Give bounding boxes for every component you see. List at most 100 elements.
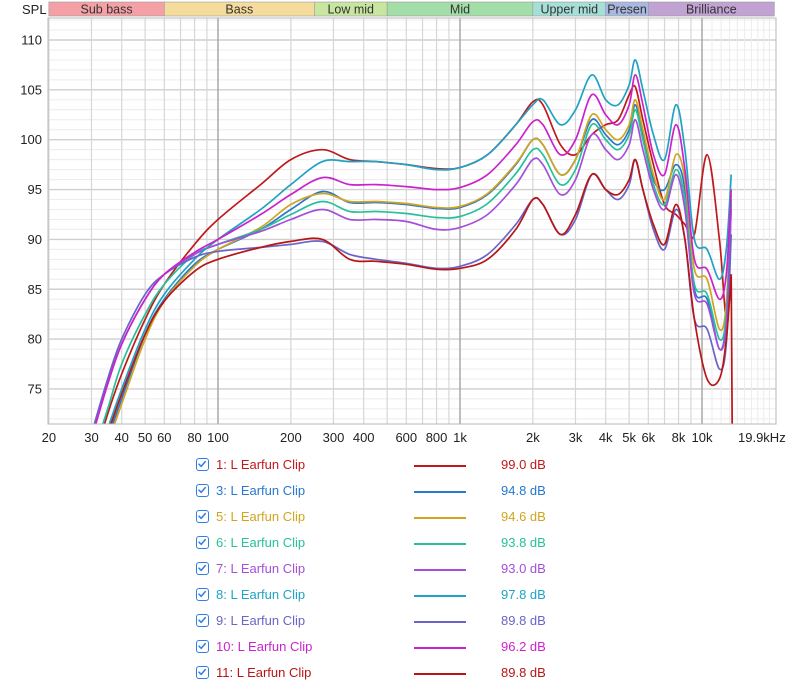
x-tick-label: 3k (569, 430, 583, 445)
legend-value: 94.8 dB (501, 483, 546, 498)
curve-9 (110, 158, 734, 424)
checkmark-icon (198, 564, 206, 572)
x-tick-label: 30 (84, 430, 98, 445)
curve-8 (94, 74, 733, 424)
legend-line-swatch (414, 491, 466, 493)
legend-value: 97.8 dB (501, 587, 546, 602)
x-tick-label: 6k (641, 430, 655, 445)
band-label: Mid (450, 3, 470, 17)
legend-value: 93.8 dB (501, 535, 546, 550)
x-tick-label: 19.9kHz (738, 430, 786, 445)
legend-checkbox[interactable] (196, 666, 209, 679)
x-tick-label: 40 (114, 430, 128, 445)
y-tick-label: 75 (28, 381, 42, 396)
legend-item: 10: L Earfun Clip 96.2 dB (0, 636, 800, 662)
x-tick-label: 600 (395, 430, 417, 445)
y-axis-label: SPL (22, 2, 47, 17)
checkmark-icon (198, 616, 206, 624)
y-tick-label: 100 (20, 132, 42, 147)
legend-checkbox[interactable] (196, 510, 209, 523)
checkmark-icon (198, 590, 206, 598)
x-tick-label: 300 (323, 430, 345, 445)
legend-checkbox[interactable] (196, 640, 209, 653)
y-tick-label: 90 (28, 232, 42, 247)
band-brilliance (648, 1, 775, 17)
checkmark-icon (198, 486, 206, 494)
checkmark-icon (198, 668, 206, 676)
y-axis-ticks: 110 105 100 95 90 85 80 75 (20, 33, 42, 397)
legend-label[interactable]: 10: L Earfun Clip (216, 639, 313, 654)
x-tick-label: 5k (622, 430, 636, 445)
legend-checkbox[interactable] (196, 484, 209, 497)
legend-item: 6: L Earfun Clip 93.8 dB (0, 532, 800, 558)
y-tick-label: 105 (20, 82, 42, 97)
legend-label[interactable]: 3: L Earfun Clip (216, 483, 306, 498)
x-tick-label: 10k (692, 430, 713, 445)
checkmark-icon (198, 538, 206, 546)
x-tick-label: 1k (453, 430, 467, 445)
x-tick-label: 60 (157, 430, 171, 445)
legend-label[interactable]: 7: L Earfun Clip (216, 561, 306, 576)
curve-7 (93, 158, 733, 424)
y-tick-label: 95 (28, 182, 42, 197)
legend-item: 3: L Earfun Clip 94.8 dB (0, 480, 800, 506)
x-tick-label: 400 (353, 430, 375, 445)
x-tick-label: 80 (187, 430, 201, 445)
legend-value: 96.2 dB (501, 639, 546, 654)
x-tick-label: 800 (426, 430, 448, 445)
band-label: Low mid (327, 3, 374, 17)
x-tick-label: 200 (280, 430, 302, 445)
legend-value: 89.8 dB (501, 613, 546, 628)
legend-checkbox[interactable] (196, 588, 209, 601)
frequency-response-chart: SPL Sub bass Bass Low mid Mid Upper mid Prese… (20, 1, 786, 445)
response-curves (93, 59, 734, 424)
y-tick-label: 110 (21, 33, 42, 48)
legend-line-swatch (414, 517, 466, 519)
legend-checkbox[interactable] (196, 614, 209, 627)
plot-frame (47, 17, 777, 425)
legend-checkbox[interactable] (196, 536, 209, 549)
band-label: Upper mid (540, 3, 598, 17)
legend-item: 11: L Earfun Clip 89.8 dB (0, 662, 800, 688)
legend-line-swatch (414, 595, 466, 597)
curve-3 (113, 98, 733, 424)
legend-label[interactable]: 9: L Earfun Clip (216, 613, 306, 628)
legend-checkbox[interactable] (196, 458, 209, 471)
legend-item: 8: L Earfun Clip 97.8 dB (0, 584, 800, 610)
x-tick-label: 100 (207, 430, 229, 445)
x-tick-label: 8k (672, 430, 686, 445)
legend-line-swatch (414, 647, 466, 649)
checkmark-icon (198, 460, 206, 468)
legend-line-swatch (414, 543, 466, 545)
legend-line-swatch (414, 673, 466, 675)
band-label: Bass (225, 3, 253, 17)
x-tick-label: 50 (138, 430, 152, 445)
legend-value: 99.0 dB (501, 457, 546, 472)
y-tick-label: 80 (28, 332, 42, 347)
band-label: Brilliance (686, 3, 737, 17)
band-label: Sub bass (81, 3, 133, 17)
legend-label[interactable]: 6: L Earfun Clip (216, 535, 306, 550)
chart-grid (48, 18, 776, 424)
legend-value: 89.8 dB (501, 665, 546, 680)
legend-label[interactable]: 8: L Earfun Clip (216, 587, 306, 602)
curve-5 (94, 118, 733, 424)
legend-item: 9: L Earfun Clip 89.8 dB (0, 610, 800, 636)
legend-label[interactable]: 11: L Earfun Clip (216, 665, 312, 680)
legend-label[interactable]: 5: L Earfun Clip (216, 509, 306, 524)
band-label: Presen (607, 3, 647, 17)
legend-value: 93.0 dB (501, 561, 546, 576)
legend-item: 1: L Earfun Clip 99.0 dB (0, 454, 800, 480)
legend-line-swatch (414, 569, 466, 571)
legend-line-swatch (414, 465, 466, 467)
y-tick-label: 85 (28, 282, 42, 297)
x-tick-label: 20 (42, 430, 56, 445)
x-axis-ticks: 20 30 40 50 60 80 100 200 300 400 600 800 1k 2k 3k 4k 5k… (42, 430, 786, 445)
legend-item: 7: L Earfun Clip 93.0 dB (0, 558, 800, 584)
legend-label[interactable]: 1: L Earfun Clip (216, 457, 306, 472)
legend-line-swatch (414, 621, 466, 623)
legend-value: 94.6 dB (501, 509, 546, 524)
legend-checkbox[interactable] (196, 562, 209, 575)
checkmark-icon (198, 642, 206, 650)
x-tick-label: 2k (526, 430, 540, 445)
